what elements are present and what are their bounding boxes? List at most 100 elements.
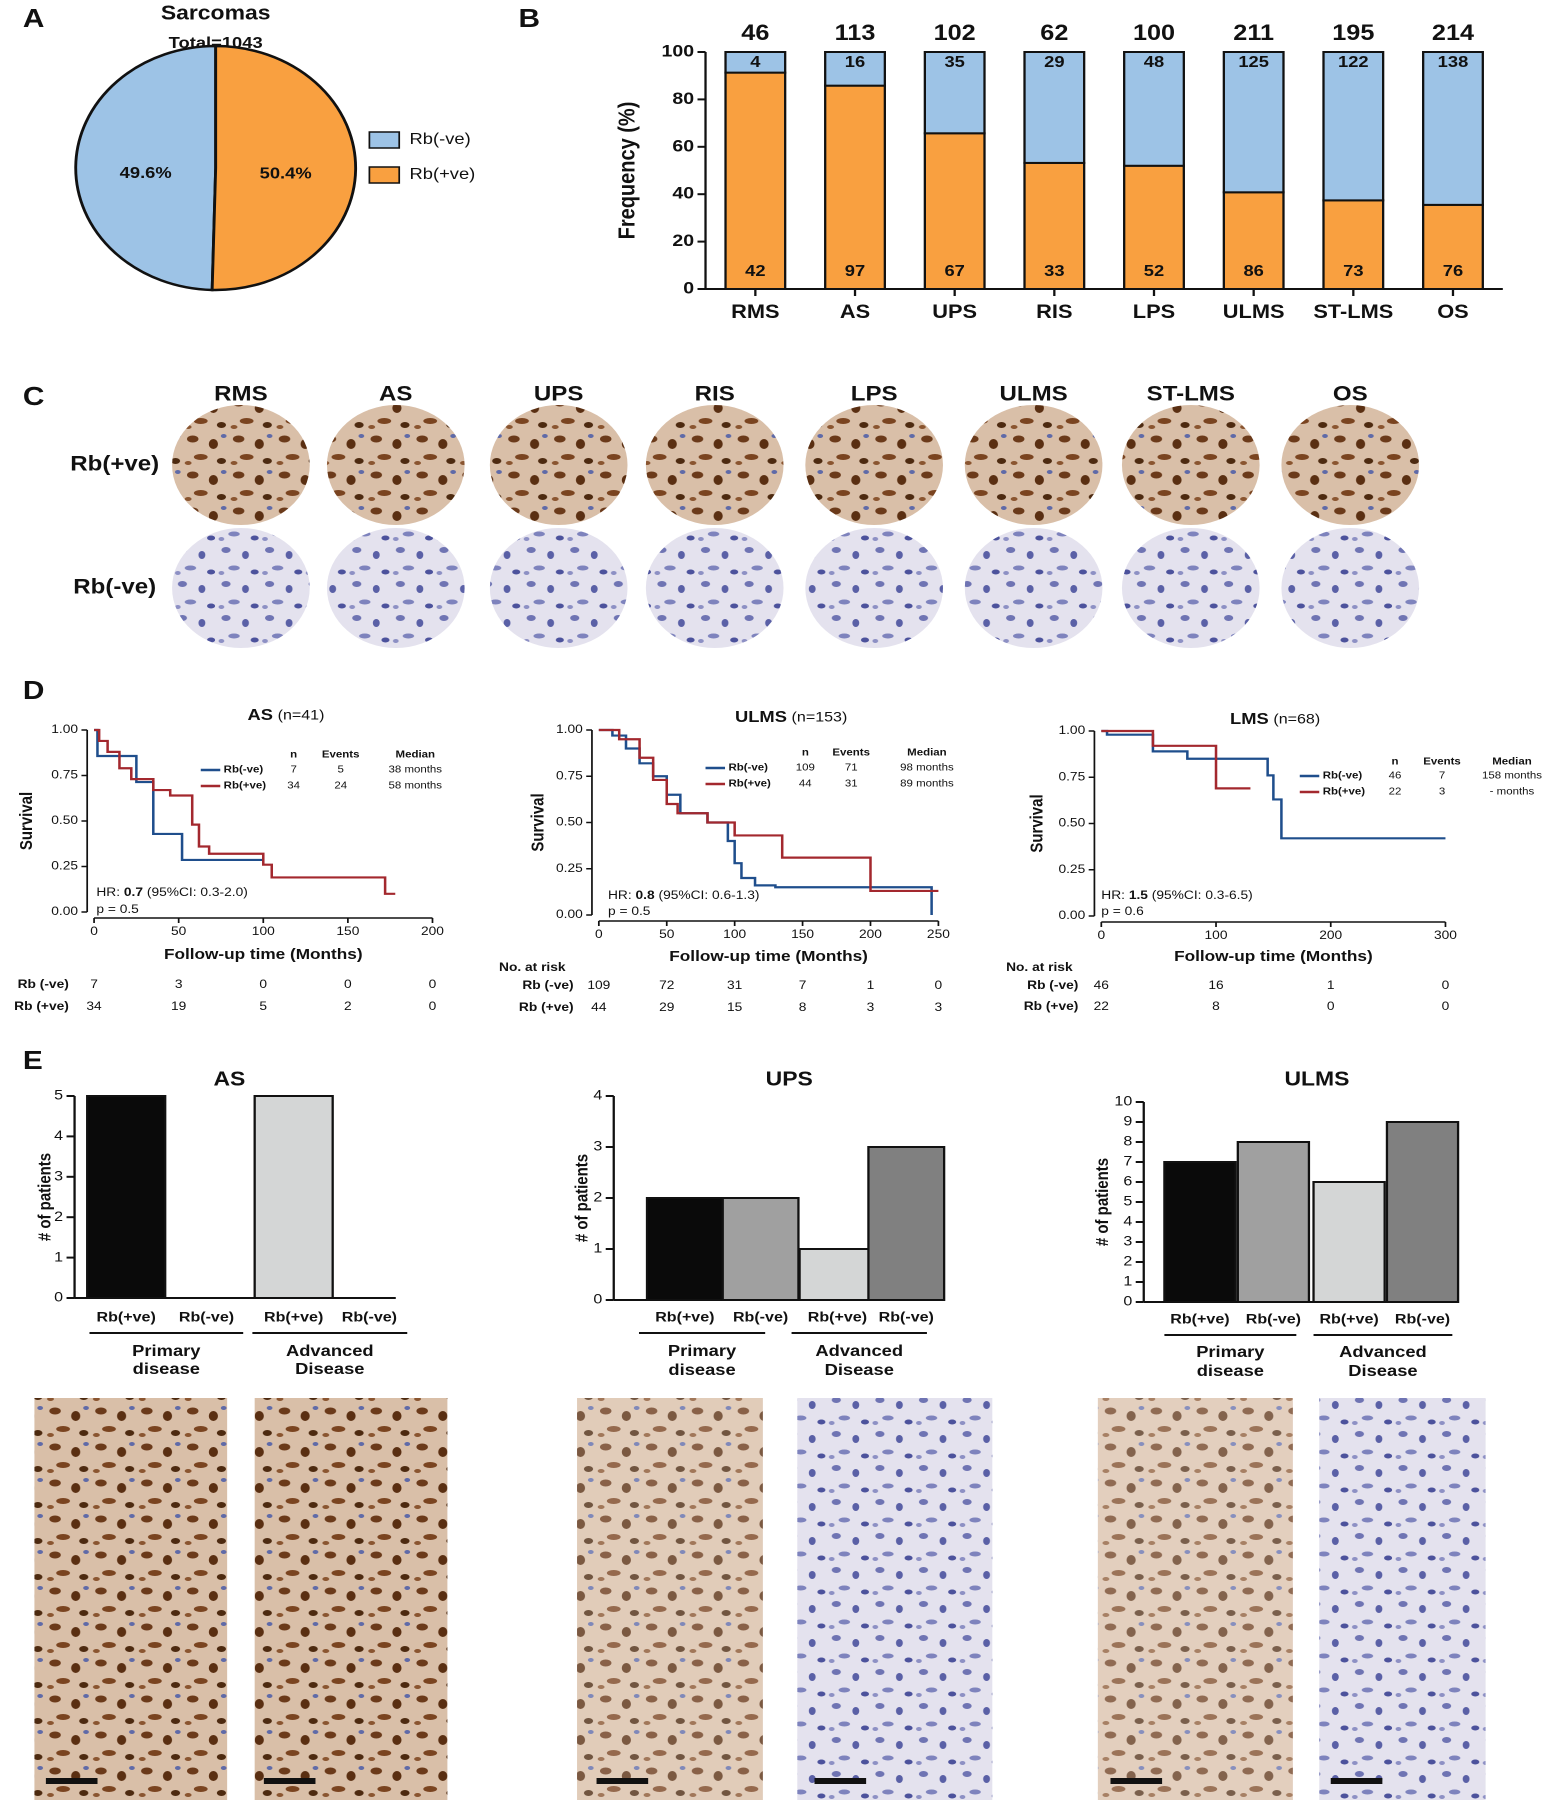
stats-header: n — [1391, 756, 1398, 767]
y-tick-label: 0 — [683, 278, 694, 298]
risk-count: 1 — [1327, 978, 1335, 992]
x-tick-label: 100 — [252, 924, 275, 938]
stats-median: 158 months — [1482, 770, 1542, 781]
micrograph — [645, 528, 784, 648]
risk-count: 15 — [727, 1000, 742, 1014]
risk-label: Rb (+ve) — [14, 999, 69, 1013]
micrograph — [489, 405, 628, 525]
stats-header: Median — [396, 749, 435, 760]
risk-count: 1 — [867, 978, 875, 992]
bar-segment — [824, 84, 886, 290]
x-tick-label: 0 — [1097, 928, 1105, 942]
y-tick-label: 6 — [1123, 1174, 1132, 1190]
scale-bar — [1110, 1778, 1163, 1784]
y-tick-label: 0 — [593, 1292, 602, 1308]
chart-title: ULMS — [735, 707, 787, 726]
micrograph — [1121, 405, 1260, 525]
segment-count: 86 — [1243, 261, 1263, 280]
bar-segment — [824, 51, 886, 87]
x-tick-label: 100 — [723, 927, 746, 941]
y-axis-label: Frequency (%) — [614, 102, 640, 240]
bar — [1385, 1121, 1460, 1303]
legend-label: Rb(-ve) — [728, 762, 768, 773]
stats-header: Events — [1423, 756, 1461, 767]
risk-count: 8 — [799, 1000, 807, 1014]
segment-count: 4 — [750, 52, 761, 71]
micrograph — [805, 528, 943, 648]
bar — [721, 1197, 800, 1301]
y-tick-label: 0 — [1123, 1294, 1132, 1310]
group-label: Disease — [1348, 1361, 1417, 1380]
scale-bar — [596, 1778, 649, 1784]
bar — [253, 1095, 334, 1299]
segment-count: 67 — [944, 261, 964, 280]
x-tick-label: OS — [1437, 301, 1468, 322]
column-label: RIS — [695, 382, 735, 405]
group-label: Primary — [132, 1341, 201, 1360]
stats-median: - months — [1490, 786, 1535, 797]
y-tick-label: 0.50 — [556, 815, 583, 829]
hr-value: 0.8 — [636, 888, 655, 902]
risk-title: No. at risk — [499, 960, 566, 974]
legend-swatch — [368, 166, 401, 184]
bar-total: 113 — [835, 21, 876, 45]
hr-value: 1.5 — [1129, 888, 1148, 902]
x-tick-label: 300 — [1434, 928, 1457, 942]
y-tick-label: 0.00 — [51, 904, 78, 918]
x-tick-label: Rb(-ve) — [342, 1310, 397, 1326]
group-label: Primary — [1196, 1342, 1265, 1361]
x-tick-label: Rb(-ve) — [1395, 1312, 1450, 1328]
y-tick-label: 2 — [54, 1209, 63, 1225]
risk-count: 0 — [935, 978, 943, 992]
micrograph — [172, 405, 310, 525]
stats-n: 109 — [796, 762, 815, 773]
segment-count: 138 — [1438, 52, 1469, 71]
y-axis-label: # of patients — [1093, 1158, 1112, 1246]
hr-ci: (95%CI: 0.6-1.3) — [659, 888, 760, 902]
segment-count: 76 — [1443, 261, 1463, 280]
bar — [867, 1146, 946, 1301]
x-tick-label: Rb(+ve) — [1319, 1312, 1378, 1328]
risk-count: 0 — [429, 999, 437, 1013]
x-tick-label: RMS — [731, 301, 779, 322]
stats-median: 38 months — [389, 764, 443, 775]
bar — [86, 1095, 167, 1299]
panel-label: E — [23, 1046, 43, 1075]
bar-total: 214 — [1432, 21, 1475, 45]
y-tick-label: 40 — [672, 183, 694, 203]
bar-segment — [1422, 51, 1484, 206]
legend-label: Rb(+ve) — [1323, 786, 1366, 797]
bar-segment — [1123, 164, 1185, 290]
panel-label: D — [23, 676, 45, 705]
chart-subtitle: (n=41) — [278, 708, 325, 724]
micrograph — [34, 1398, 228, 1800]
risk-count: 0 — [344, 977, 352, 991]
stats-median: 58 months — [389, 780, 443, 791]
survival-curve — [94, 728, 264, 862]
y-tick-label: 0 — [54, 1290, 63, 1306]
chart-subtitle: (n=68) — [1273, 712, 1320, 728]
risk-count: 31 — [727, 978, 742, 992]
y-tick-label: 2 — [593, 1190, 602, 1206]
stats-n: 22 — [1389, 786, 1402, 797]
legend-label: Rb(-ve) — [410, 129, 471, 148]
risk-count: 0 — [1442, 978, 1450, 992]
micrograph — [1319, 1398, 1486, 1800]
column-label: ULMS — [1000, 382, 1068, 405]
micrograph — [1281, 405, 1420, 525]
micrograph — [1097, 1398, 1293, 1800]
stats-events: 24 — [334, 780, 347, 791]
group-label: Disease — [295, 1359, 364, 1378]
panel-label: B — [519, 4, 541, 33]
scale-bar — [45, 1778, 98, 1784]
micrograph — [326, 405, 465, 525]
micrograph — [489, 528, 628, 648]
risk-count: 46 — [1094, 978, 1109, 992]
micrograph — [1281, 528, 1420, 648]
column-label: RMS — [214, 382, 268, 405]
x-axis-label: Follow-up time (Months) — [164, 946, 363, 963]
x-tick-label: UPS — [932, 301, 977, 322]
y-tick-label: 0.25 — [1058, 862, 1085, 876]
micrograph — [326, 528, 465, 648]
